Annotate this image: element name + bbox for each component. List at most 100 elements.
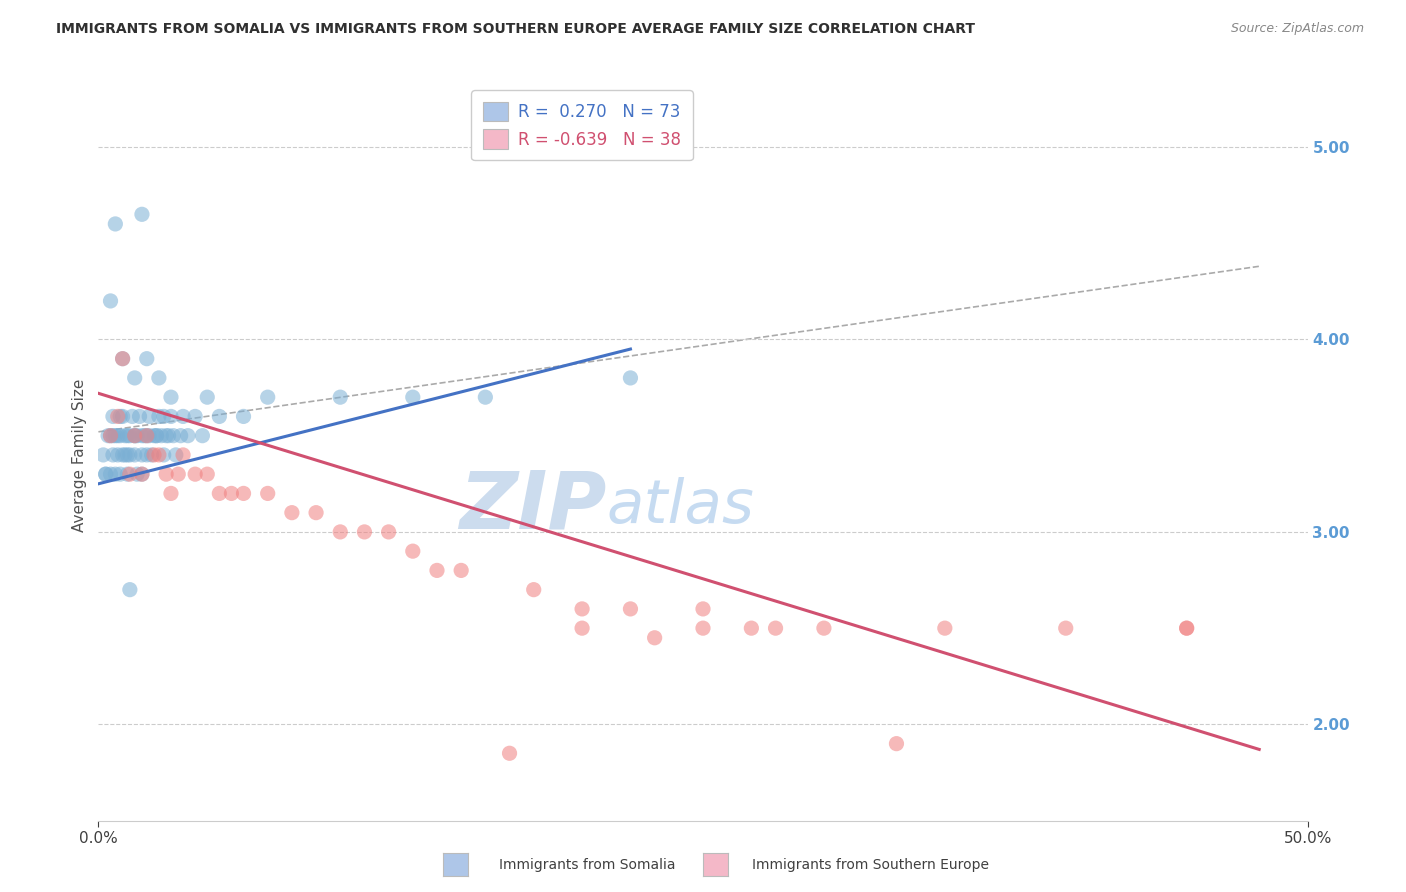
Point — [157, 428, 180, 442]
Point — [100, 467, 122, 482]
Point — [221, 486, 243, 500]
Point — [107, 428, 129, 442]
Point — [765, 621, 787, 635]
Point — [498, 746, 520, 760]
Point — [124, 371, 146, 385]
Point — [124, 428, 146, 442]
Point — [474, 390, 496, 404]
Point — [117, 448, 139, 462]
Point — [195, 390, 218, 404]
Point — [100, 428, 122, 442]
Point — [208, 486, 231, 500]
Point — [934, 621, 956, 635]
Point — [195, 467, 218, 482]
Point — [644, 631, 666, 645]
Point — [97, 428, 120, 442]
Point — [131, 467, 153, 482]
Point — [165, 448, 187, 462]
Point — [118, 448, 141, 462]
Point — [111, 351, 134, 366]
Point — [114, 448, 136, 462]
Point — [740, 621, 762, 635]
Point — [256, 486, 278, 500]
Point — [813, 621, 835, 635]
Legend: R =  0.270   N = 73, R = -0.639   N = 38: R = 0.270 N = 73, R = -0.639 N = 38 — [471, 90, 693, 161]
Point — [114, 428, 136, 442]
Point — [124, 428, 146, 442]
Point — [104, 467, 127, 482]
Point — [117, 428, 139, 442]
Point — [177, 428, 200, 442]
Point — [127, 428, 149, 442]
Point — [121, 409, 143, 424]
Text: Source: ZipAtlas.com: Source: ZipAtlas.com — [1230, 22, 1364, 36]
Point — [353, 524, 375, 539]
Point — [329, 390, 352, 404]
Point — [150, 428, 173, 442]
Point — [111, 448, 134, 462]
Point — [117, 467, 139, 482]
Text: IMMIGRANTS FROM SOMALIA VS IMMIGRANTS FROM SOUTHERN EUROPE AVERAGE FAMILY SIZE C: IMMIGRANTS FROM SOMALIA VS IMMIGRANTS FR… — [56, 22, 976, 37]
Point — [152, 448, 174, 462]
Point — [101, 448, 124, 462]
Point — [101, 409, 124, 424]
Point — [111, 409, 134, 424]
Text: ZIP: ZIP — [458, 467, 606, 545]
Point — [145, 428, 167, 442]
Point — [107, 409, 129, 424]
Point — [184, 409, 207, 424]
Point — [104, 428, 127, 442]
Point — [160, 390, 183, 404]
Point — [148, 409, 170, 424]
Point — [172, 448, 194, 462]
Point — [329, 524, 352, 539]
Point — [124, 448, 146, 462]
Point — [100, 428, 122, 442]
Point — [145, 428, 167, 442]
Point — [232, 409, 254, 424]
Point — [111, 351, 134, 366]
Point — [619, 371, 641, 385]
Point — [148, 371, 170, 385]
Point — [101, 428, 124, 442]
Point — [118, 582, 141, 597]
Point — [191, 428, 214, 442]
Point — [131, 467, 153, 482]
Point — [135, 448, 157, 462]
Point — [692, 621, 714, 635]
Point — [118, 467, 141, 482]
Text: atlas: atlas — [606, 476, 754, 535]
Point — [160, 486, 183, 500]
Point — [402, 390, 425, 404]
Point — [281, 506, 304, 520]
Point — [377, 524, 399, 539]
Point — [162, 428, 184, 442]
Point — [108, 467, 131, 482]
Point — [135, 428, 157, 442]
Point — [169, 428, 191, 442]
Point — [208, 409, 231, 424]
Point — [155, 467, 177, 482]
Point — [134, 428, 156, 442]
Point — [571, 621, 593, 635]
Y-axis label: Average Family Size: Average Family Size — [72, 378, 87, 532]
Point — [160, 409, 183, 424]
Point — [131, 207, 153, 221]
Point — [108, 428, 131, 442]
Point — [167, 467, 190, 482]
Point — [143, 448, 166, 462]
Point — [131, 428, 153, 442]
Point — [100, 293, 122, 308]
Point — [256, 390, 278, 404]
Point — [886, 737, 908, 751]
Point — [94, 467, 117, 482]
Point — [91, 448, 114, 462]
Point — [1175, 621, 1198, 635]
Point — [138, 409, 160, 424]
Point — [402, 544, 425, 558]
Point — [152, 409, 174, 424]
Point — [124, 428, 146, 442]
Point — [128, 409, 150, 424]
Point — [305, 506, 328, 520]
Point — [104, 217, 127, 231]
